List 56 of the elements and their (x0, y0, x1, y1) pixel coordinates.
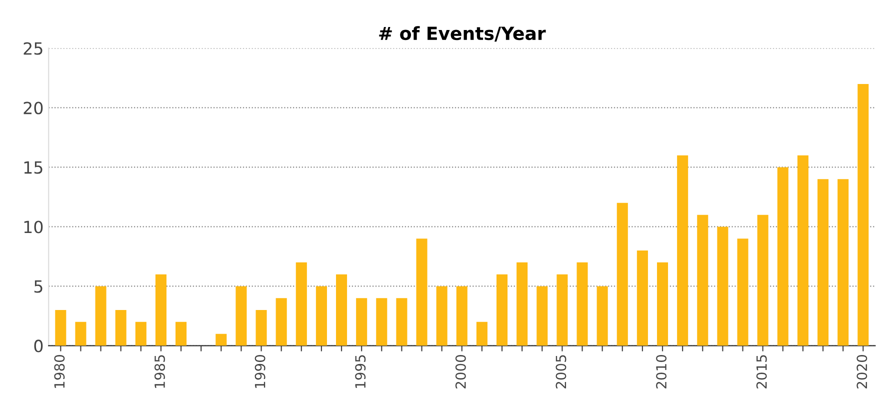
bar (456, 286, 468, 346)
bar (536, 286, 548, 346)
bar (236, 286, 247, 346)
bar (556, 274, 568, 346)
bar (316, 286, 327, 346)
bar (356, 298, 368, 346)
bar (516, 262, 528, 346)
bar (115, 310, 126, 346)
bar (838, 179, 849, 346)
bar (737, 238, 748, 346)
bar (697, 214, 708, 346)
y-tick-label: 20 (24, 102, 43, 114)
bar (817, 179, 829, 346)
bar (376, 298, 388, 346)
bar (797, 155, 808, 346)
bar (75, 322, 86, 346)
y-tick-label: 25 (24, 42, 42, 55)
bar (396, 298, 408, 346)
bar (777, 167, 788, 346)
bar (496, 274, 508, 346)
bar (476, 322, 488, 346)
bar (296, 262, 307, 346)
bar (416, 238, 428, 346)
y-tick-label: 10 (24, 220, 43, 234)
x-tick-label: 2005 (556, 355, 566, 388)
bar (656, 262, 668, 346)
x-tick-label: 2020 (856, 354, 868, 388)
bar (717, 226, 728, 346)
bar (135, 322, 146, 346)
bar (216, 334, 227, 346)
x-tick-label: 1980 (54, 354, 65, 388)
x-tick-label: 2015 (756, 355, 767, 388)
x-tick-label: 1990 (254, 354, 266, 388)
bar (256, 310, 267, 346)
bar (276, 298, 287, 346)
y-tick-label: 0 (34, 340, 43, 352)
bar (636, 250, 648, 346)
bar (436, 286, 448, 346)
x-tick-label: 2010 (656, 354, 667, 388)
bar (677, 155, 688, 346)
bar (336, 274, 348, 346)
x-tick-label: 1985 (154, 355, 165, 388)
bar (55, 310, 66, 346)
bar (858, 84, 869, 346)
y-tick-label: 5 (34, 280, 42, 293)
chart-title: # of Events/Year (379, 26, 546, 42)
bar (155, 274, 166, 346)
x-tick-label: 1995 (355, 355, 366, 388)
bar (616, 202, 628, 346)
x-tick-label: 2000 (455, 354, 466, 388)
bar (596, 286, 608, 346)
bar (176, 322, 187, 346)
bar (576, 262, 588, 346)
y-tick-label: 15 (24, 161, 42, 174)
bar (95, 286, 106, 346)
bar (757, 214, 768, 346)
